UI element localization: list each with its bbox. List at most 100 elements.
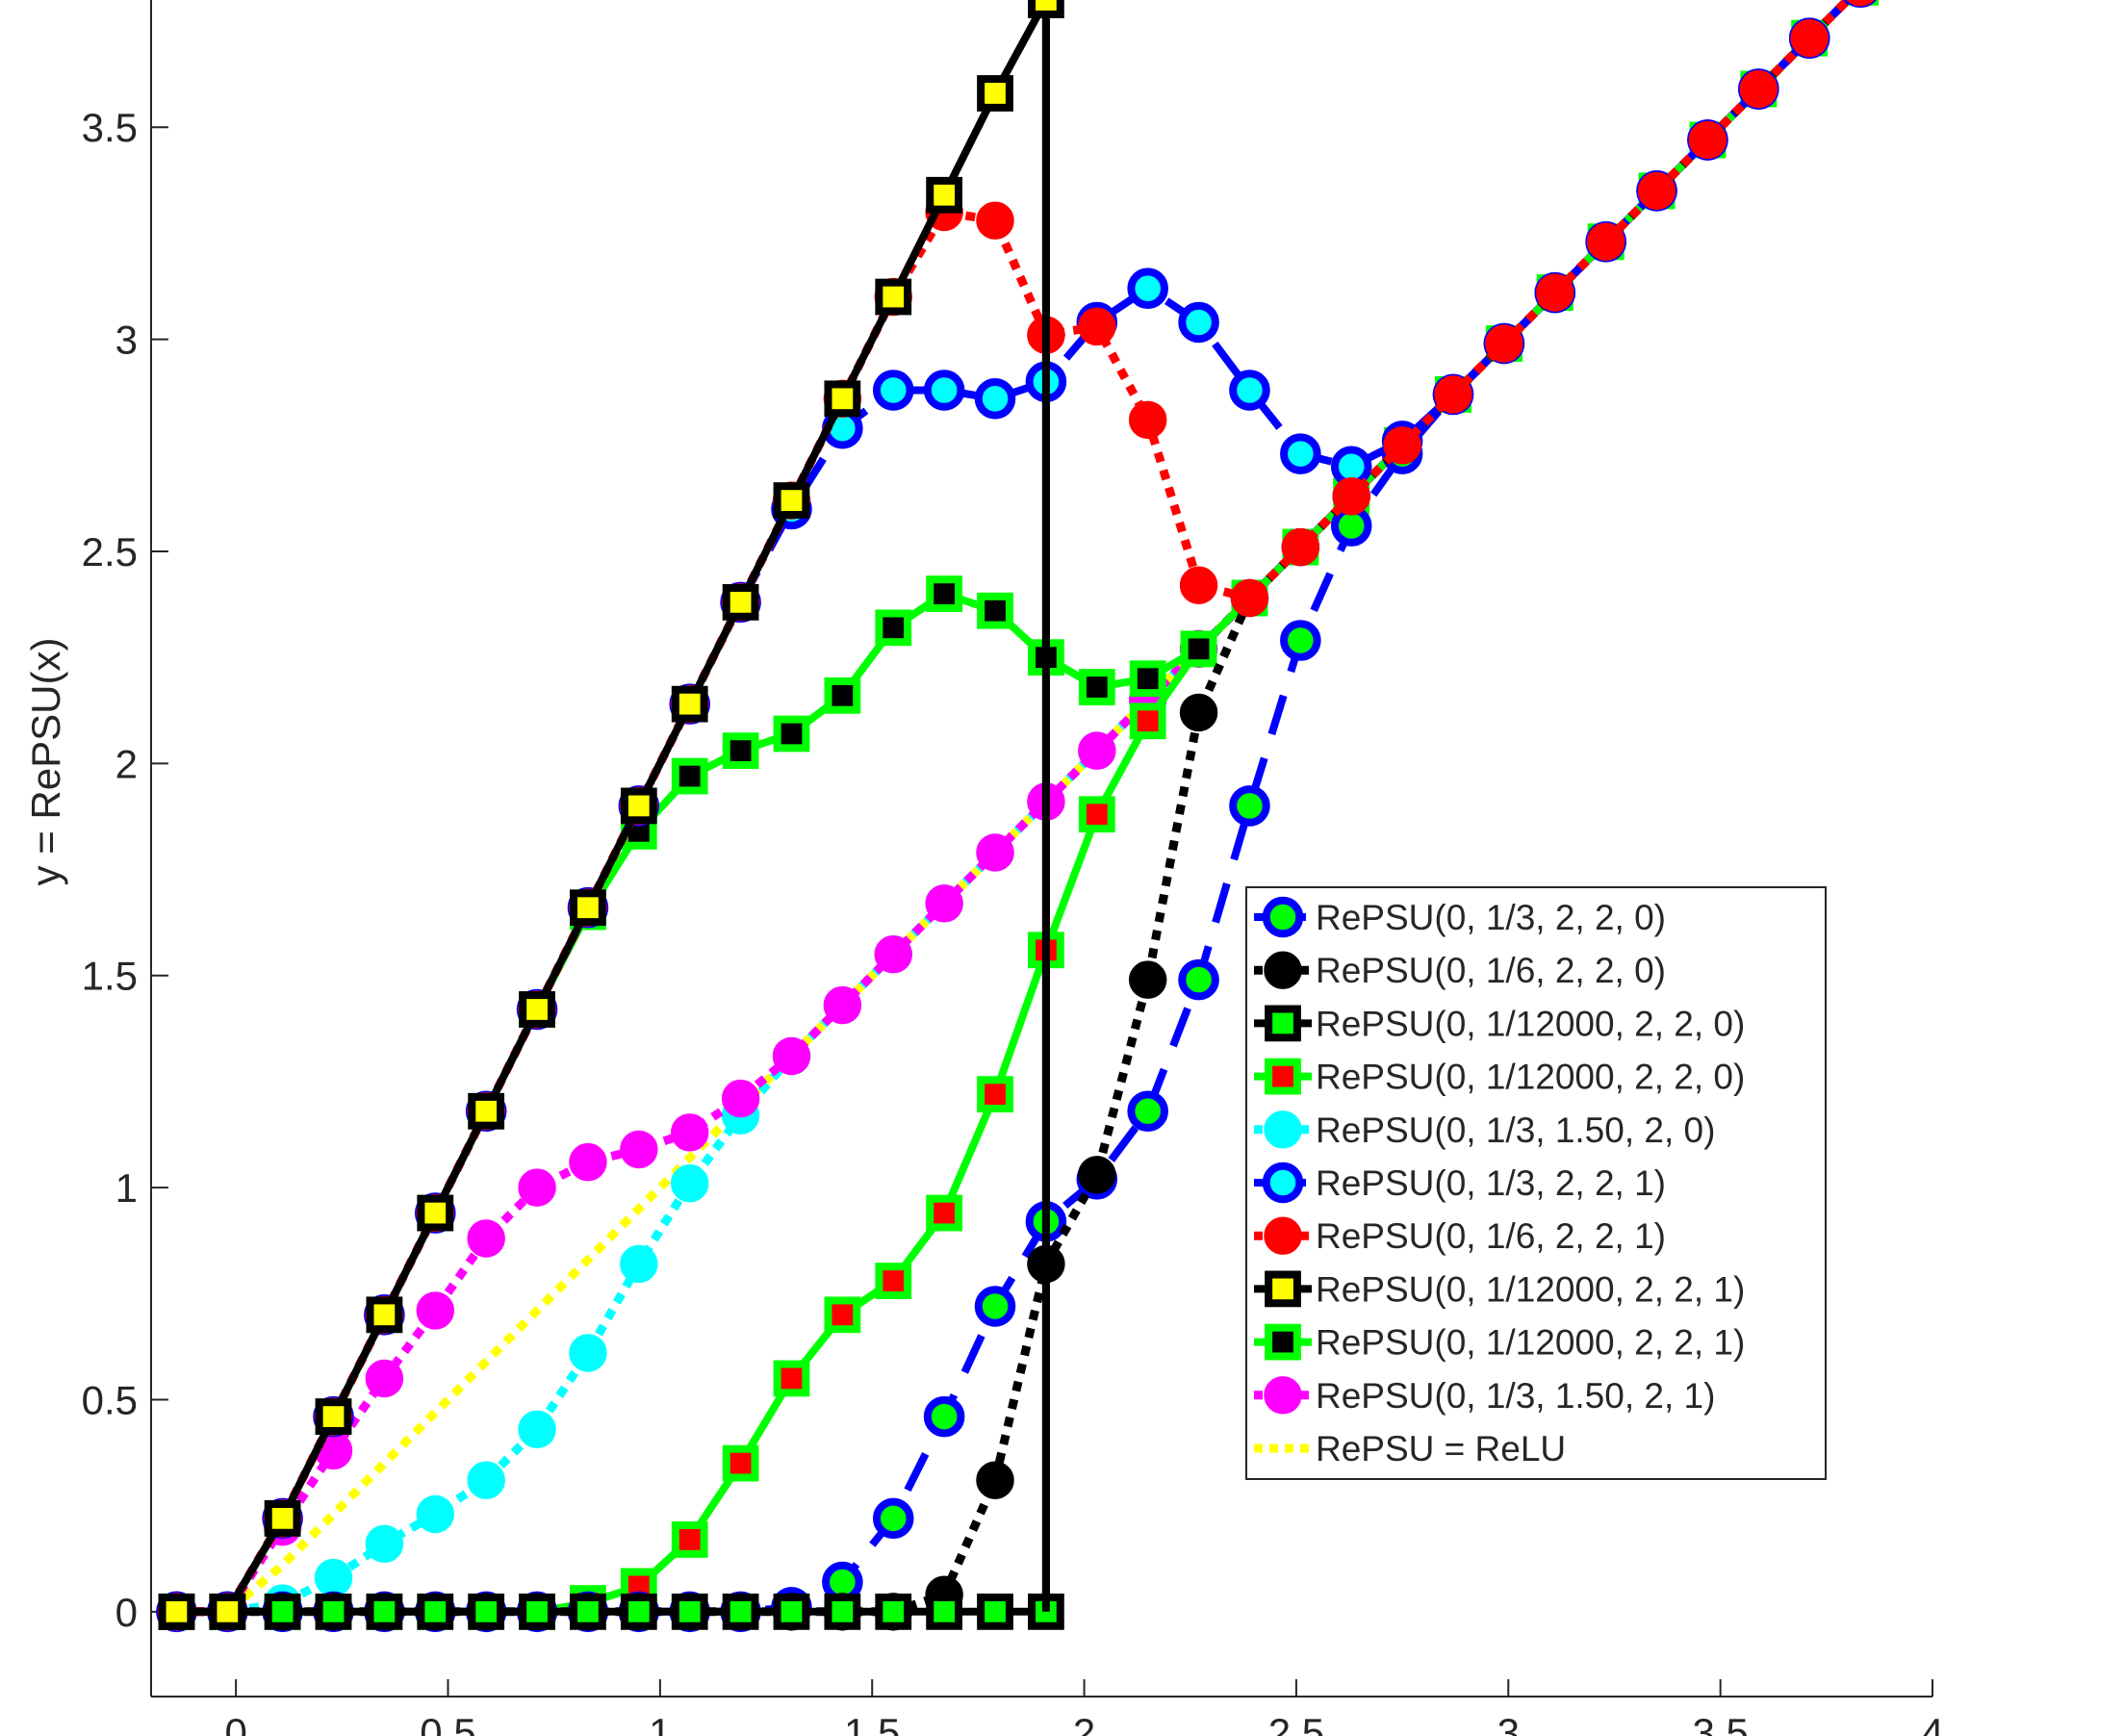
y-tick-label: 3 bbox=[115, 318, 138, 363]
legend-entry: RePSU(0, 1/6, 2, 2, 0) bbox=[1254, 951, 1666, 990]
data-point bbox=[1178, 301, 1219, 344]
data-point bbox=[1128, 400, 1167, 440]
data-point bbox=[976, 201, 1014, 240]
data-point bbox=[926, 575, 963, 612]
data-point bbox=[1229, 370, 1270, 411]
data-point bbox=[1229, 785, 1270, 827]
data-point bbox=[773, 715, 810, 753]
data-point bbox=[923, 370, 965, 411]
data-point bbox=[1280, 620, 1321, 661]
legend-label: RePSU(0, 1/12000, 2, 2, 1) bbox=[1316, 1269, 1745, 1309]
legend-label: RePSU(0, 1/3, 1.50, 2, 1) bbox=[1316, 1376, 1715, 1416]
data-point bbox=[1180, 630, 1217, 668]
legend-entry: RePSU = ReLU bbox=[1254, 1429, 1566, 1468]
data-point bbox=[977, 592, 1013, 629]
data-point bbox=[569, 1142, 607, 1182]
data-point bbox=[264, 1500, 301, 1537]
y-tick-label: 2 bbox=[115, 741, 138, 786]
x-tick-label: 2 bbox=[1073, 1710, 1095, 1736]
data-point bbox=[671, 757, 708, 795]
data-point bbox=[467, 1219, 505, 1258]
data-point bbox=[875, 609, 912, 647]
data-point bbox=[722, 1444, 759, 1482]
data-point bbox=[1485, 324, 1523, 363]
data-point bbox=[417, 1194, 454, 1232]
data-point bbox=[365, 1359, 404, 1398]
legend-entry: RePSU(0, 1/12000, 2, 2, 1) bbox=[1254, 1323, 1745, 1363]
data-point bbox=[209, 1593, 246, 1630]
data-point bbox=[1688, 120, 1727, 160]
data-point bbox=[417, 1593, 454, 1630]
data-point bbox=[875, 278, 912, 316]
data-point bbox=[722, 583, 759, 621]
data-point bbox=[1078, 669, 1115, 705]
legend-marker bbox=[1265, 1270, 1301, 1308]
legend-label: RePSU(0, 1/3, 2, 2, 0) bbox=[1316, 898, 1666, 937]
legend-entry: RePSU(0, 1/12000, 2, 2, 1) bbox=[1254, 1269, 1745, 1309]
data-point bbox=[468, 1593, 505, 1630]
data-point bbox=[315, 1398, 352, 1435]
data-point bbox=[926, 1194, 963, 1232]
data-point bbox=[872, 1497, 914, 1540]
data-point bbox=[977, 75, 1013, 112]
y-tick-label: 0.5 bbox=[82, 1377, 138, 1422]
y-tick-label: 0 bbox=[115, 1590, 138, 1635]
data-point bbox=[824, 1593, 861, 1630]
legend-marker bbox=[1262, 896, 1304, 938]
data-point bbox=[366, 1593, 403, 1630]
data-point bbox=[1179, 693, 1218, 732]
data-point bbox=[620, 1130, 658, 1169]
legend-entry: RePSU(0, 1/3, 2, 2, 1) bbox=[1254, 1162, 1666, 1204]
data-point bbox=[620, 787, 657, 825]
data-point bbox=[1586, 222, 1625, 261]
data-point bbox=[722, 732, 759, 770]
legend-marker bbox=[1264, 1216, 1302, 1255]
x-tick-label: 1.5 bbox=[844, 1710, 900, 1736]
data-point bbox=[773, 482, 810, 519]
data-point bbox=[974, 378, 1016, 420]
y-tick-label: 1 bbox=[115, 1165, 138, 1211]
data-point bbox=[1078, 731, 1116, 770]
data-point bbox=[569, 1334, 607, 1372]
x-tick-label: 1 bbox=[649, 1710, 671, 1736]
data-point bbox=[671, 1593, 708, 1630]
legend-entry: RePSU(0, 1/12000, 2, 2, 0) bbox=[1254, 1058, 1745, 1097]
y-tick-label: 1.5 bbox=[82, 954, 138, 999]
legend-marker bbox=[1265, 1058, 1301, 1095]
data-point bbox=[926, 1593, 963, 1630]
legend-marker bbox=[1264, 951, 1302, 989]
data-point bbox=[1637, 171, 1676, 211]
data-point bbox=[976, 833, 1014, 872]
legend-marker bbox=[1262, 1162, 1304, 1204]
legend-marker bbox=[1265, 1323, 1301, 1361]
data-point bbox=[468, 1092, 505, 1130]
data-point bbox=[314, 1558, 353, 1597]
legend-entry: RePSU(0, 1/6, 2, 2, 1) bbox=[1254, 1216, 1666, 1256]
data-point bbox=[824, 1296, 861, 1334]
data-point bbox=[670, 1163, 709, 1203]
legend-label: RePSU(0, 1/12000, 2, 2, 0) bbox=[1316, 1058, 1745, 1097]
legend-label: RePSU = ReLU bbox=[1316, 1429, 1566, 1468]
data-point bbox=[264, 1593, 301, 1630]
legend-label: RePSU(0, 1/6, 2, 2, 0) bbox=[1316, 951, 1666, 990]
data-point bbox=[158, 1593, 195, 1630]
data-point bbox=[1332, 476, 1370, 516]
data-point bbox=[875, 1263, 912, 1299]
data-point bbox=[1790, 18, 1829, 58]
series-layer bbox=[156, 0, 1879, 1633]
y-tick-label: 3.5 bbox=[82, 105, 138, 150]
data-point bbox=[1128, 960, 1167, 999]
legend-entry: RePSU(0, 1/3, 2, 2, 0) bbox=[1254, 896, 1666, 938]
data-point bbox=[671, 1521, 708, 1558]
legend-label: RePSU(0, 1/3, 1.50, 2, 0) bbox=[1316, 1111, 1715, 1150]
data-point bbox=[1078, 1156, 1116, 1194]
legend-box bbox=[1245, 886, 1827, 1480]
legend-marker bbox=[1265, 1005, 1301, 1042]
data-point bbox=[467, 1461, 505, 1499]
y-axis-label: y = RePSU(x) bbox=[23, 638, 68, 886]
data-point bbox=[366, 1296, 403, 1334]
data-point bbox=[1129, 702, 1166, 740]
series-7 bbox=[158, 0, 1064, 1630]
